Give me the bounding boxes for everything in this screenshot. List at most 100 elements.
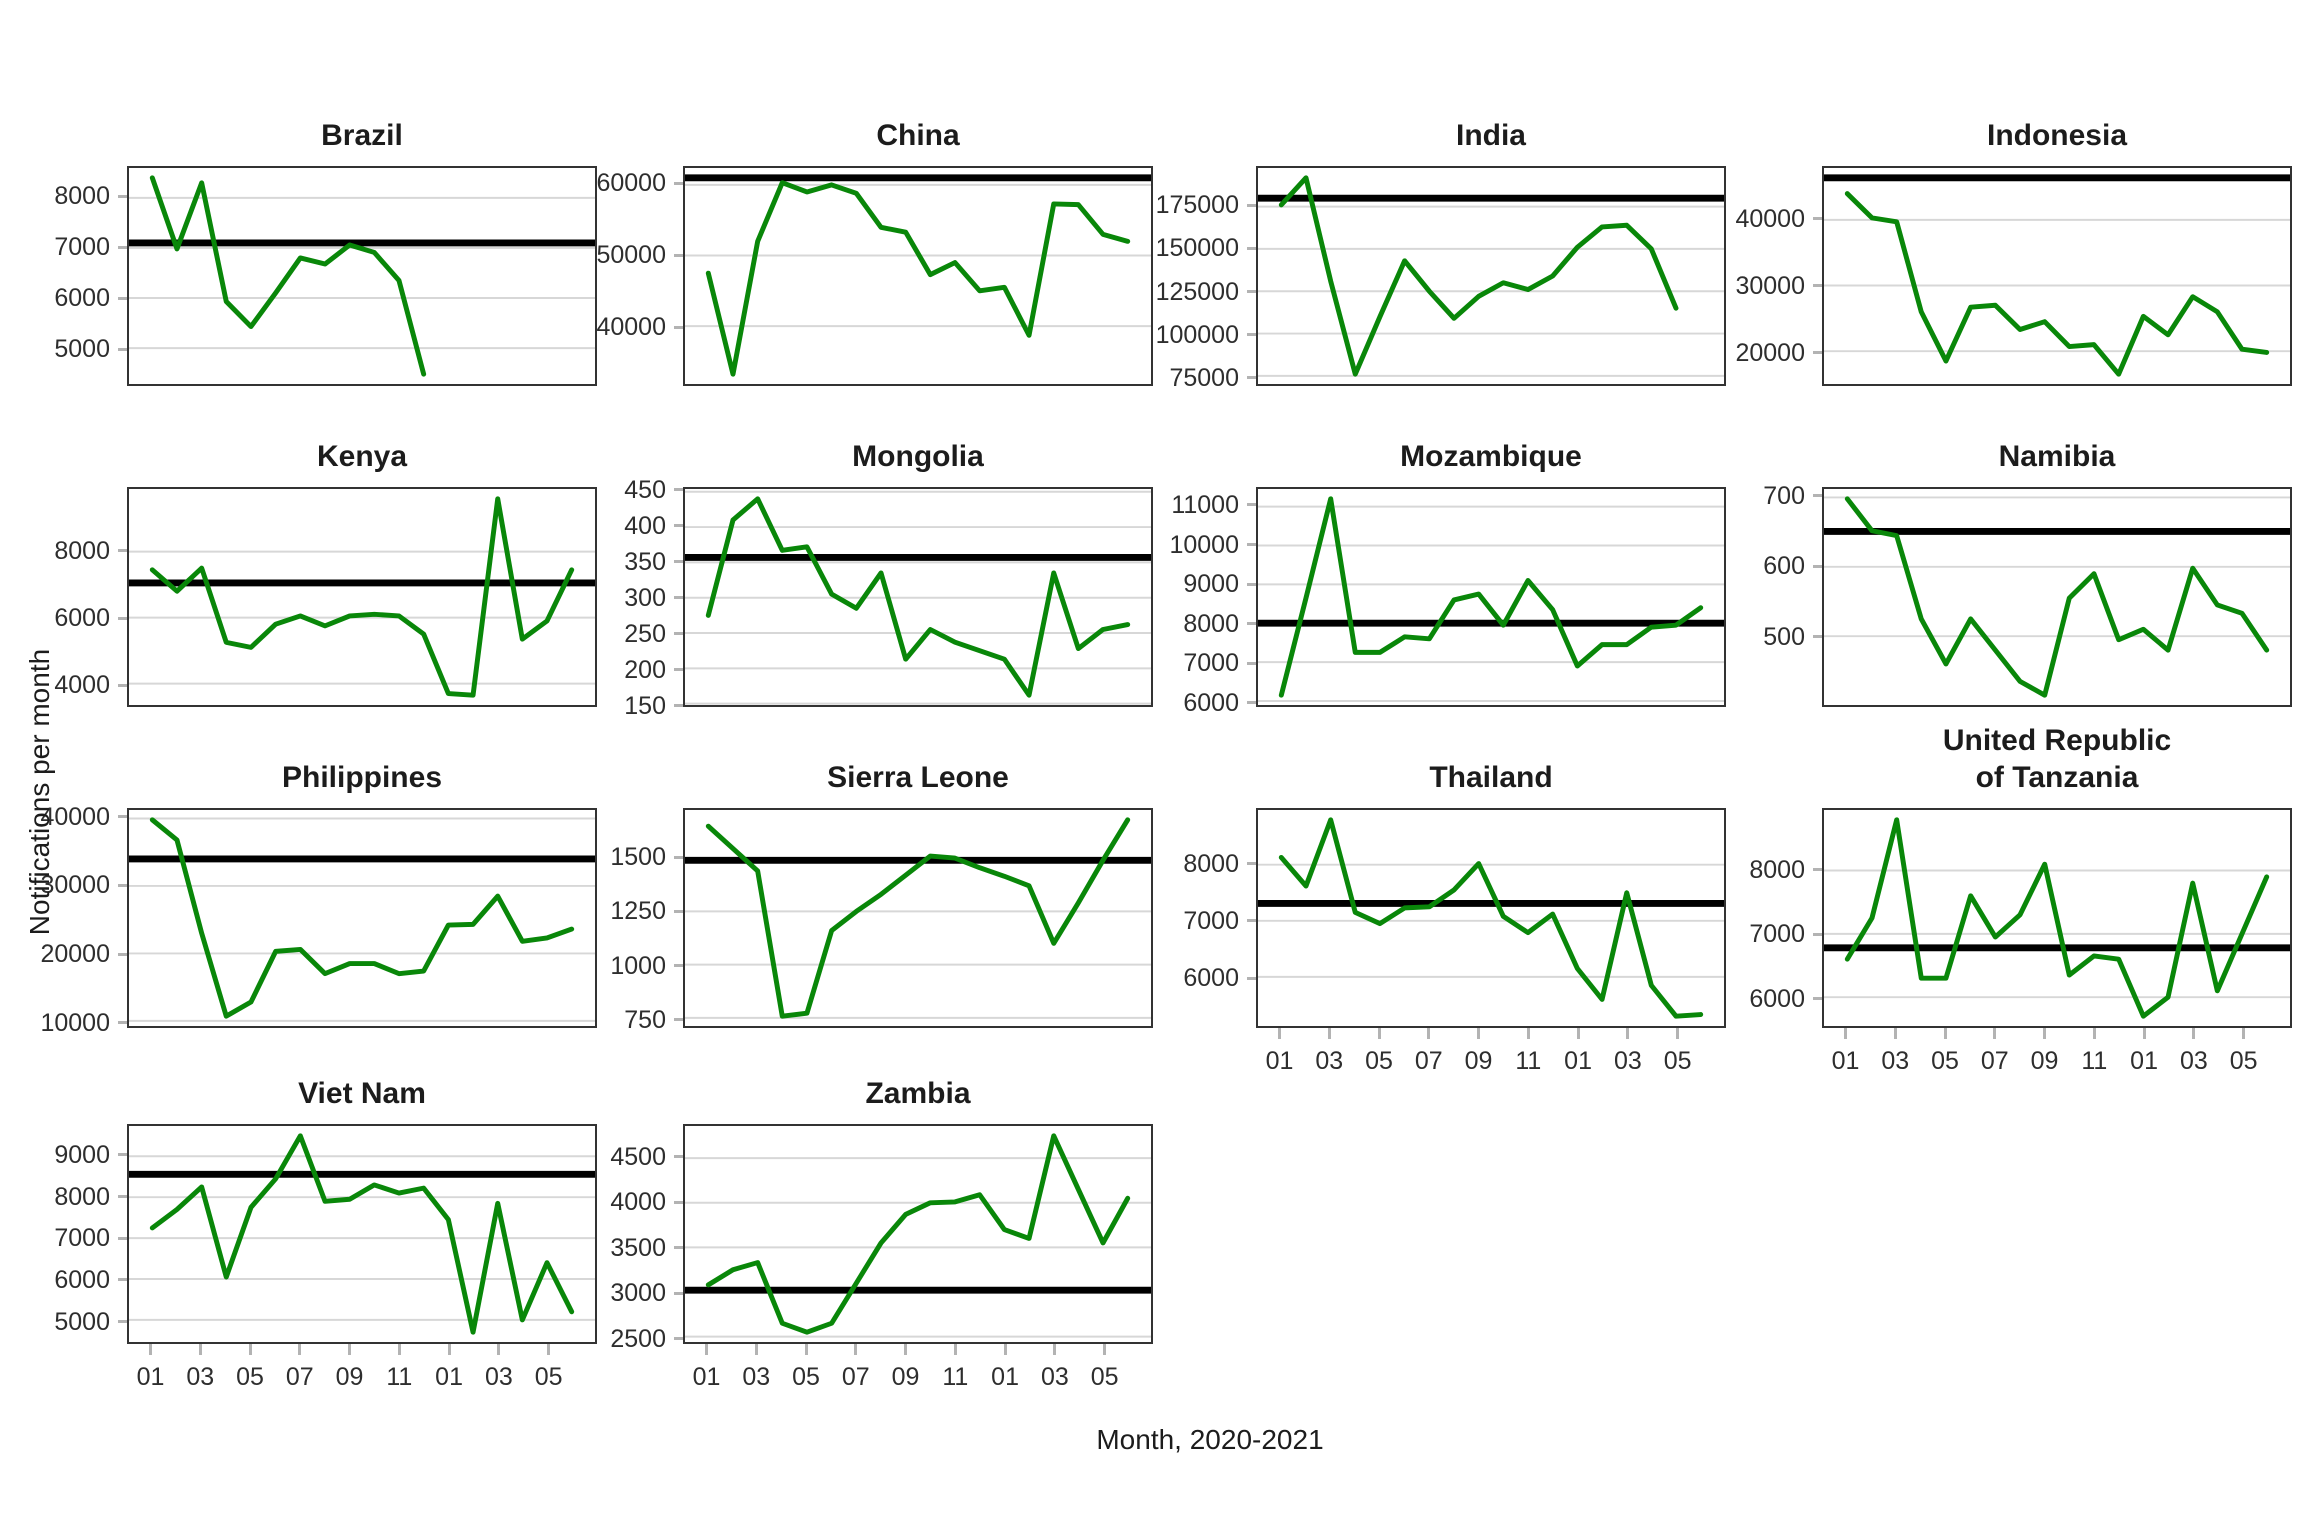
y-tick-mark — [674, 488, 683, 492]
x-tick-mark — [248, 1344, 252, 1355]
y-tick-label: 6000 — [54, 1265, 110, 1294]
plot-canvas — [685, 817, 1151, 1019]
y-tick-mark — [674, 1155, 683, 1159]
y-tick-mark — [674, 1018, 683, 1022]
y-tick-label: 750 — [624, 1005, 666, 1034]
x-tick-label: 05 — [236, 1363, 264, 1391]
notifications-trend-line — [1844, 496, 2270, 698]
chart-title-line: Sierra Leone — [827, 761, 1009, 794]
y-tick-mark — [1247, 290, 1256, 294]
y-tick-mark — [1247, 376, 1256, 380]
y-tick-label: 8000 — [54, 182, 110, 211]
notifications-trend-line — [1844, 817, 2270, 1019]
y-tick-label: 60000 — [596, 169, 666, 198]
chart-title-line: China — [876, 119, 960, 152]
chart-title: Sierra Leone — [683, 759, 1153, 796]
y-tick-mark — [1247, 976, 1256, 980]
x-tick-label: 05 — [1931, 1047, 1959, 1075]
plot-canvas — [1824, 174, 2290, 377]
x-tick-label: 07 — [1414, 1047, 1443, 1075]
x-tick-label: 07 — [1980, 1047, 2009, 1075]
x-tick-label: 01 — [692, 1363, 721, 1391]
y-tick-label: 7000 — [1183, 649, 1239, 678]
x-tick-label: 01 — [1831, 1047, 1860, 1075]
x-tick-label: 01 — [1265, 1047, 1294, 1075]
y-tick-label: 200 — [624, 655, 666, 684]
y-tick-mark — [1247, 246, 1256, 250]
y-tick-mark — [1247, 919, 1256, 923]
y-tick-mark — [118, 245, 127, 249]
y-tick-mark — [674, 909, 683, 913]
x-tick-mark — [149, 1344, 152, 1355]
notifications-trend-line — [149, 175, 427, 377]
chart-title: China — [683, 117, 1153, 154]
y-tick-mark — [1247, 622, 1256, 626]
notifications-trend-line — [1278, 817, 1704, 1019]
chart-title: Philippines — [127, 759, 597, 796]
x-tick-mark — [298, 1344, 302, 1355]
x-tick-label: 09 — [1464, 1047, 1493, 1075]
chart-title: Viet Nam — [127, 1075, 597, 1112]
y-tick-mark — [1247, 661, 1256, 665]
plot-canvas — [129, 496, 595, 698]
y-tick-mark — [674, 1337, 683, 1341]
plot-canvas — [129, 817, 595, 1022]
y-tick-mark — [118, 1278, 127, 1282]
x-tick-label: 03 — [742, 1363, 771, 1391]
x-tick-mark — [2242, 1028, 2246, 1039]
y-tick-label: 50000 — [596, 241, 666, 270]
y-tick-label: 300 — [624, 583, 666, 612]
x-tick-mark — [1943, 1028, 1947, 1039]
x-tick-mark — [1676, 1028, 1680, 1039]
x-tick-mark — [397, 1344, 401, 1355]
y-tick-label: 4500 — [610, 1142, 666, 1171]
x-tick-label: 03 — [186, 1363, 215, 1391]
chart-title-line: Kenya — [316, 440, 408, 473]
y-tick-label: 8000 — [1183, 609, 1239, 638]
y-tick-label: 7000 — [1183, 906, 1239, 935]
plot-canvas — [685, 174, 1151, 377]
y-tick-mark — [674, 181, 683, 185]
y-tick-mark — [118, 296, 127, 300]
y-tick-mark — [1813, 351, 1822, 355]
y-tick-mark — [118, 1021, 127, 1025]
x-tick-mark — [1103, 1344, 1107, 1355]
y-tick-label: 6000 — [54, 604, 110, 632]
y-tick-mark — [674, 560, 683, 564]
x-tick-mark — [1427, 1028, 1431, 1039]
y-tick-label: 150 — [624, 691, 666, 720]
y-tick-mark — [674, 632, 683, 636]
y-tick-mark — [1813, 217, 1822, 221]
x-tick-mark — [1844, 1028, 1847, 1039]
y-tick-label: 11000 — [1171, 490, 1239, 519]
x-tick-label: 11 — [2081, 1047, 2108, 1075]
y-tick-mark — [1247, 582, 1256, 586]
plot-canvas — [1258, 175, 1724, 377]
plot-area — [127, 808, 597, 1028]
chart-title: Brazil — [127, 117, 597, 154]
notifications-trend-line — [1278, 496, 1704, 698]
y-tick-label: 20000 — [1735, 338, 1805, 367]
notifications-trend-line — [1278, 175, 1679, 377]
x-tick-mark — [2043, 1028, 2047, 1039]
chart-title-line: India — [1455, 119, 1526, 152]
y-tick-mark — [118, 1236, 127, 1240]
y-tick-label: 6000 — [54, 284, 110, 313]
y-tick-mark — [674, 1291, 683, 1295]
y-tick-mark — [674, 253, 683, 257]
chart-title: United Republic of Tanzania — [1822, 722, 2292, 796]
x-tick-mark — [198, 1344, 202, 1355]
notifications-trend-line — [705, 1133, 1131, 1335]
plot-canvas — [1824, 496, 2290, 698]
plot-canvas — [685, 490, 1151, 705]
y-tick-label: 40000 — [596, 313, 666, 342]
y-tick-mark — [118, 549, 127, 553]
chart-title: Namibia — [1822, 438, 2292, 475]
x-tick-label: 01 — [991, 1363, 1019, 1391]
y-tick-label: 6000 — [1749, 984, 1805, 1013]
y-tick-label: 9000 — [54, 1140, 110, 1169]
y-axis-title: Notifications per month — [24, 648, 55, 936]
x-tick-label: 11 — [942, 1363, 969, 1391]
y-tick-label: 1000 — [610, 951, 666, 980]
y-tick-mark — [1813, 494, 1822, 498]
